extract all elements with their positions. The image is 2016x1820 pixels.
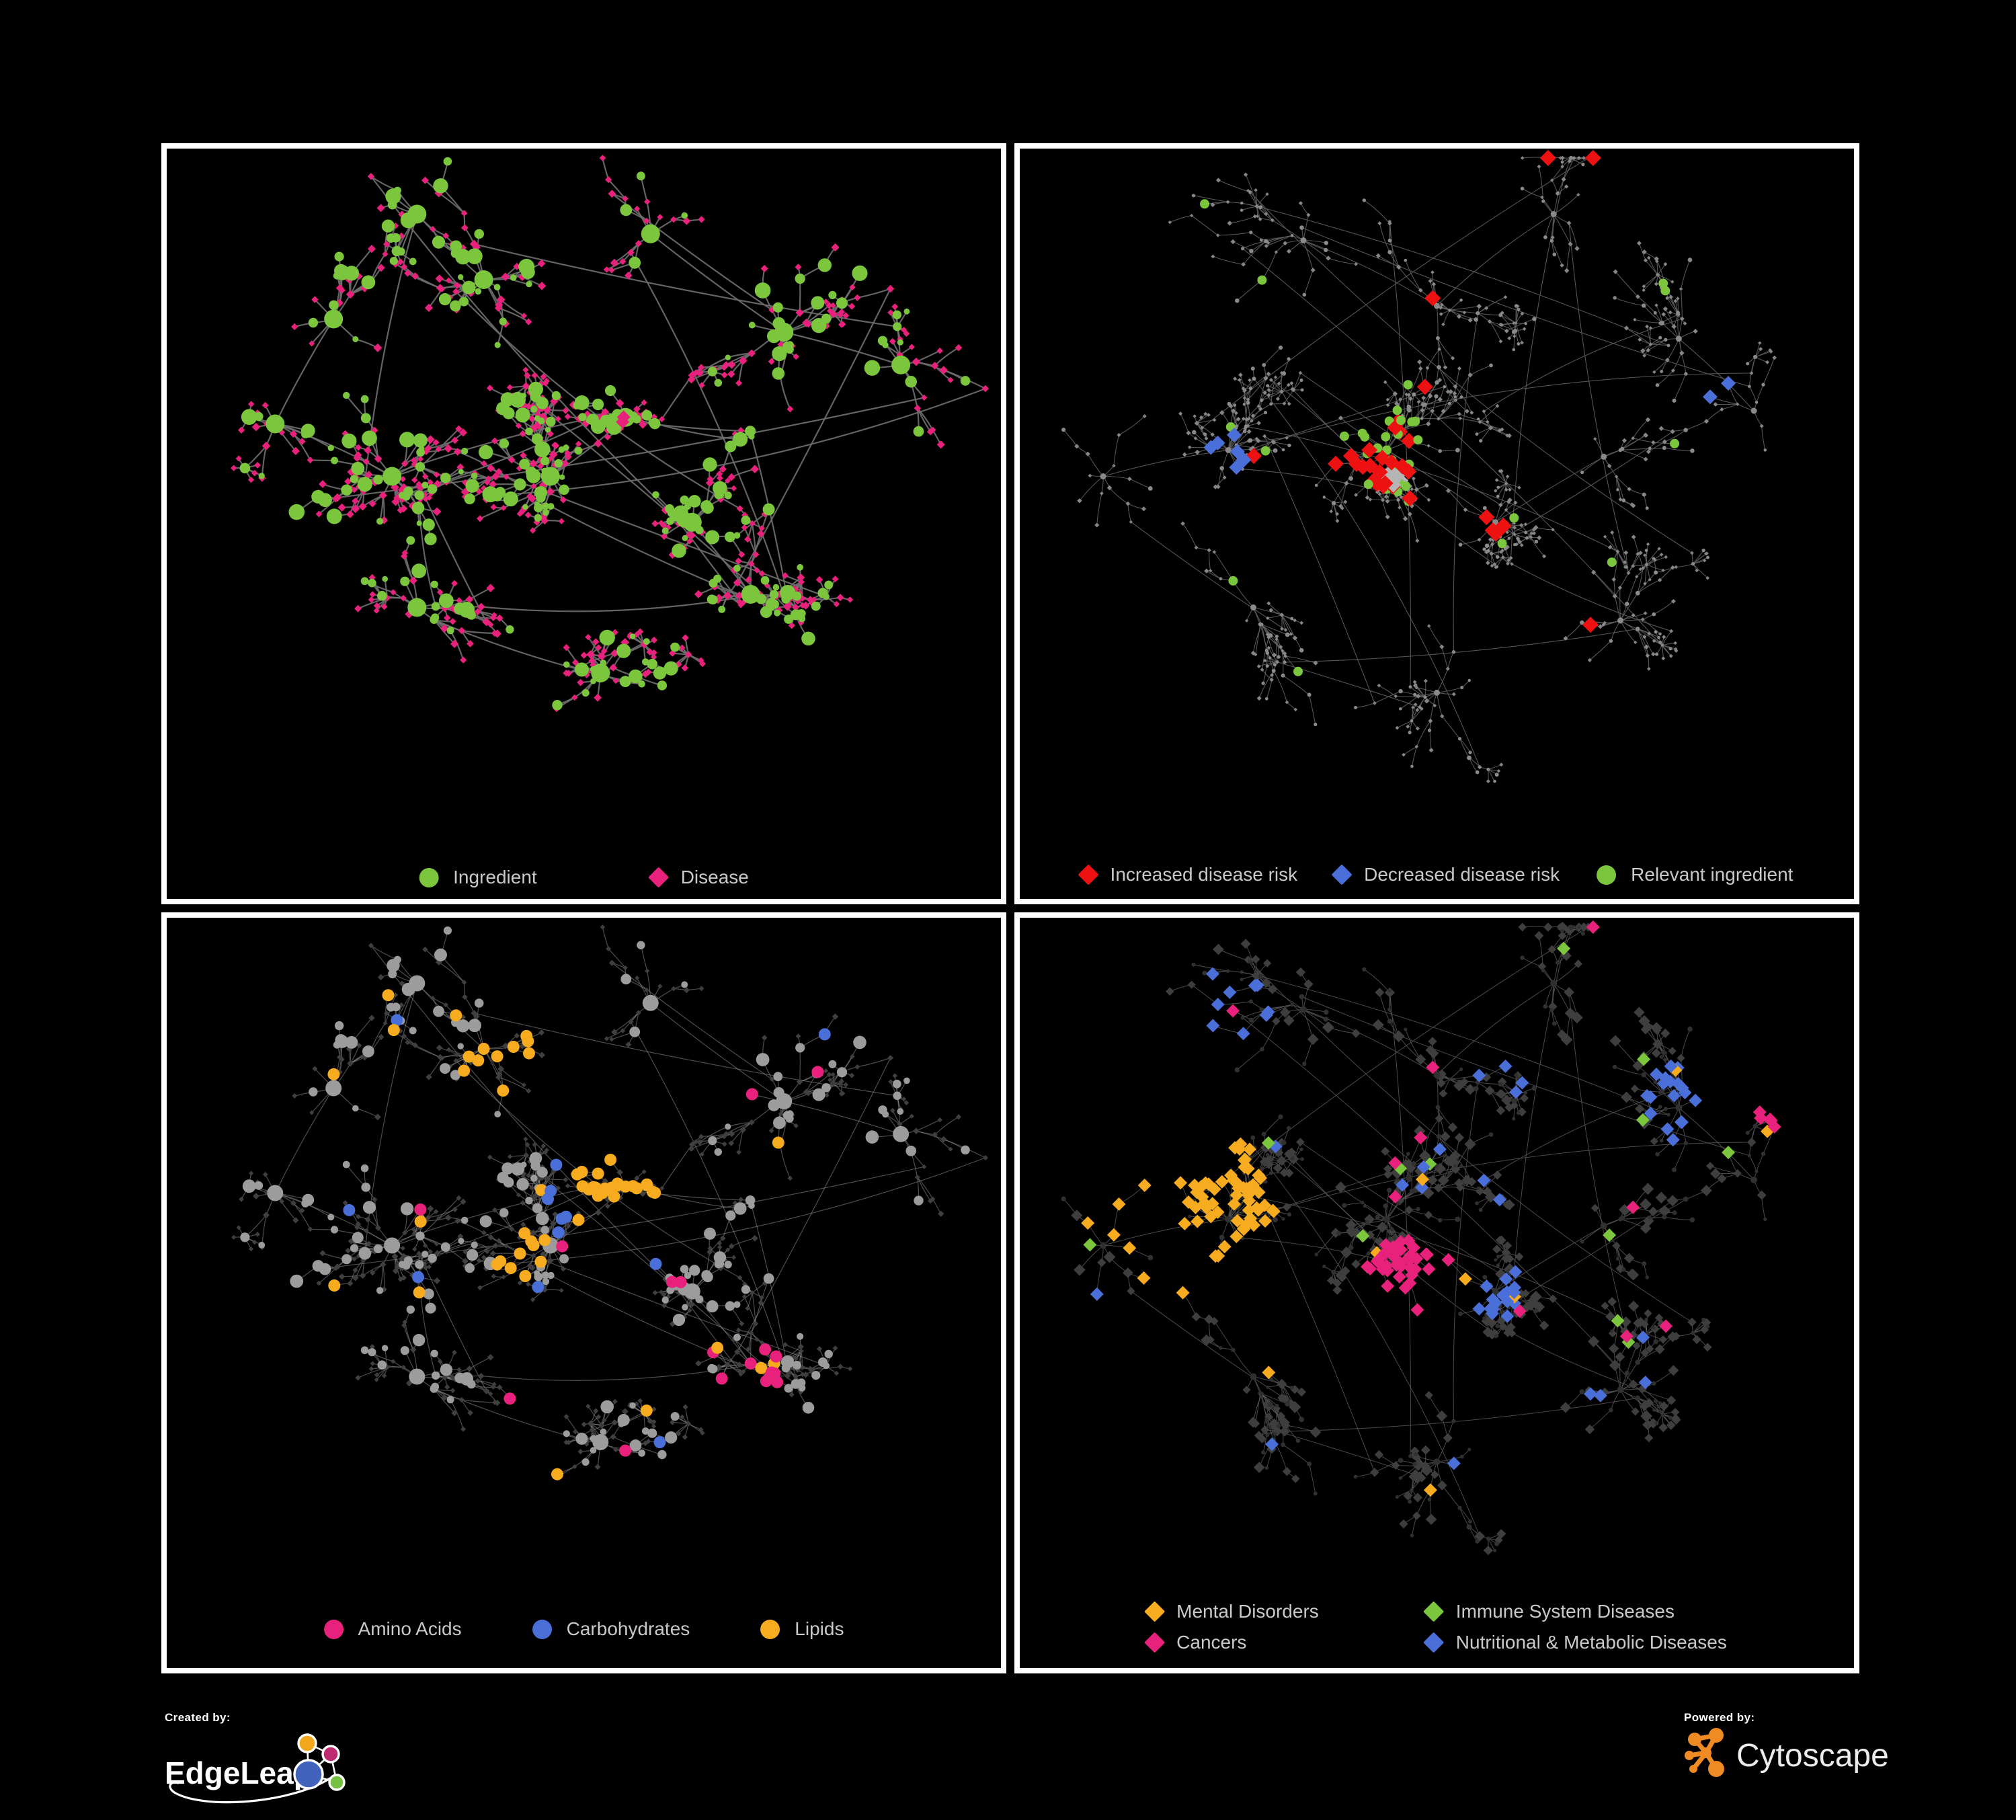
diamond-marker-icon [1143,1632,1165,1653]
panel-ingredient-disease: Ingredient Disease [161,143,1006,904]
legend-item-cancers: Cancers [1143,1632,1247,1653]
cytoscape-branding: Powered by: Cytoscape [1684,1711,1939,1784]
legend-item-mental-disorders: Mental Disorders [1143,1601,1319,1622]
diamond-marker-icon [1143,1601,1165,1622]
diamond-marker-icon [1331,864,1353,885]
legend-label: Increased disease risk [1110,864,1298,885]
network-graph-disease-risk [1061,150,1777,783]
cytoscape-logo: Cytoscape [1685,1728,1889,1777]
edgeleap-magenta-node-icon [321,1745,340,1764]
legend: Mental Disorders Immune System Diseases Ca… [1143,1601,1727,1653]
edgeleap-swoosh-icon [169,1777,331,1804]
legend-item-ingredient: Ingredient [419,867,537,888]
circle-marker-icon [419,867,439,887]
legend-label: Nutritional & Metabolic Diseases [1455,1632,1727,1653]
legend-item-relevant-ingredient: Relevant ingredient [1597,864,1793,885]
legend-label: Disease [680,867,749,887]
legend: Amino Acids Carbohydrates Lipids [323,1618,844,1640]
panel-nutrient-classes: Amino Acids Carbohydrates Lipids [161,912,1006,1673]
legend-item-lipids: Lipids [760,1618,844,1640]
edgeleap-blue-node-icon [293,1759,324,1790]
circle-marker-icon [532,1619,552,1639]
legend-item-increased-disease-risk: Increased disease risk [1077,864,1298,885]
legend-label: Cancers [1176,1632,1247,1653]
circle-marker-icon [760,1619,780,1639]
legend-item-carbohydrates: Carbohydrates [532,1618,690,1640]
legend-item-amino-acids: Amino Acids [323,1618,462,1640]
diamond-marker-icon [648,867,670,888]
network-graph-disease-classes [1061,920,1781,1556]
diamond-marker-icon [1077,864,1099,885]
powered-by-label: Powered by: [1684,1711,1755,1724]
edgeleap-logo: EdgeLeap [165,1733,346,1804]
edgeleap-branding: Created by: EdgeLeap [165,1711,366,1809]
cytoscape-wordmark: Cytoscape [1736,1738,1889,1774]
legend-item-nutritional-metabolic-diseases: Nutritional & Metabolic Diseases [1423,1632,1727,1653]
legend-item-decreased-disease-risk: Decreased disease risk [1331,864,1560,885]
legend: Increased disease risk Decreased disease … [1077,864,1793,885]
diamond-marker-icon [1423,1601,1445,1622]
legend-label: Carbohydrates [566,1618,690,1639]
legend-label: Lipids [795,1618,844,1639]
legend: Ingredient Disease [419,867,749,888]
network-graph-ingredient-disease [231,155,990,713]
legend-label: Amino Acids [358,1618,462,1639]
legend-item-disease: Disease [648,867,749,888]
legend-item-immune-system-diseases: Immune System Diseases [1423,1601,1675,1622]
legend-label: Decreased disease risk [1364,864,1560,885]
panel-grid: Ingredient Disease Increased disease risk… [161,143,1859,1673]
diamond-marker-icon [1423,1632,1445,1653]
legend-label: Immune System Diseases [1455,1601,1675,1622]
circle-marker-icon [323,1619,344,1639]
legend-label: Mental Disorders [1176,1601,1319,1622]
legend-label: Relevant ingredient [1631,864,1793,885]
panel-disease-risk: Increased disease risk Decreased disease … [1014,143,1859,904]
circle-marker-icon [1597,865,1617,885]
panel-disease-classes: Mental Disorders Immune System Diseases Ca… [1014,912,1859,1673]
cytoscape-icon-nodes [1685,1728,1724,1777]
edgeleap-wordmark: EdgeLeap [165,1755,313,1790]
created-by-label: Created by: [165,1711,231,1724]
edgeleap-orange-node-icon [297,1733,317,1753]
edgeleap-green-node-icon [328,1774,346,1791]
legend-label: Ingredient [453,867,537,887]
network-graph-nutrient-classes [231,924,988,1480]
